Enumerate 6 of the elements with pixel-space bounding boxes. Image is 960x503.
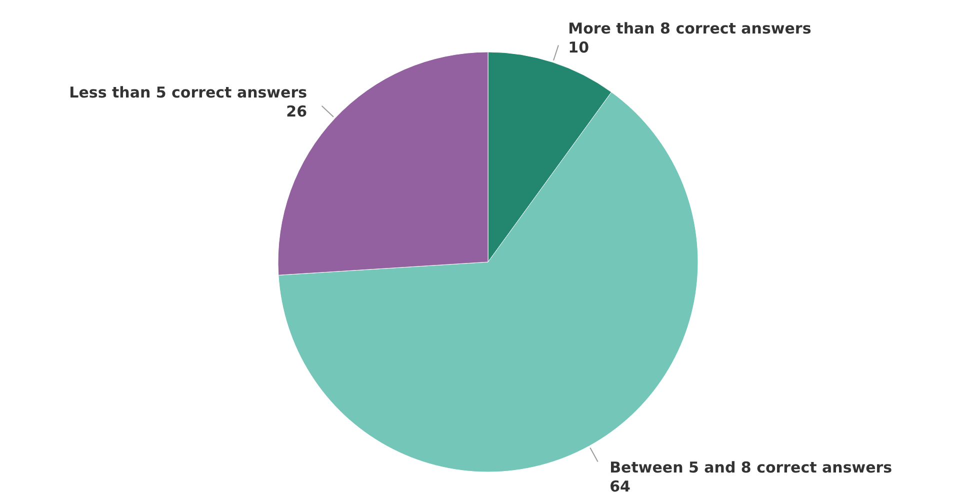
data-label: 10 xyxy=(568,38,590,57)
data-label: 64 xyxy=(610,477,630,496)
slice-label: More than 8 correct answers xyxy=(568,20,812,38)
data-label: 26 xyxy=(286,102,308,121)
slice-label: Less than 5 correct answers xyxy=(69,84,308,102)
slice-label: Between 5 and 8 correct answers xyxy=(610,458,892,476)
